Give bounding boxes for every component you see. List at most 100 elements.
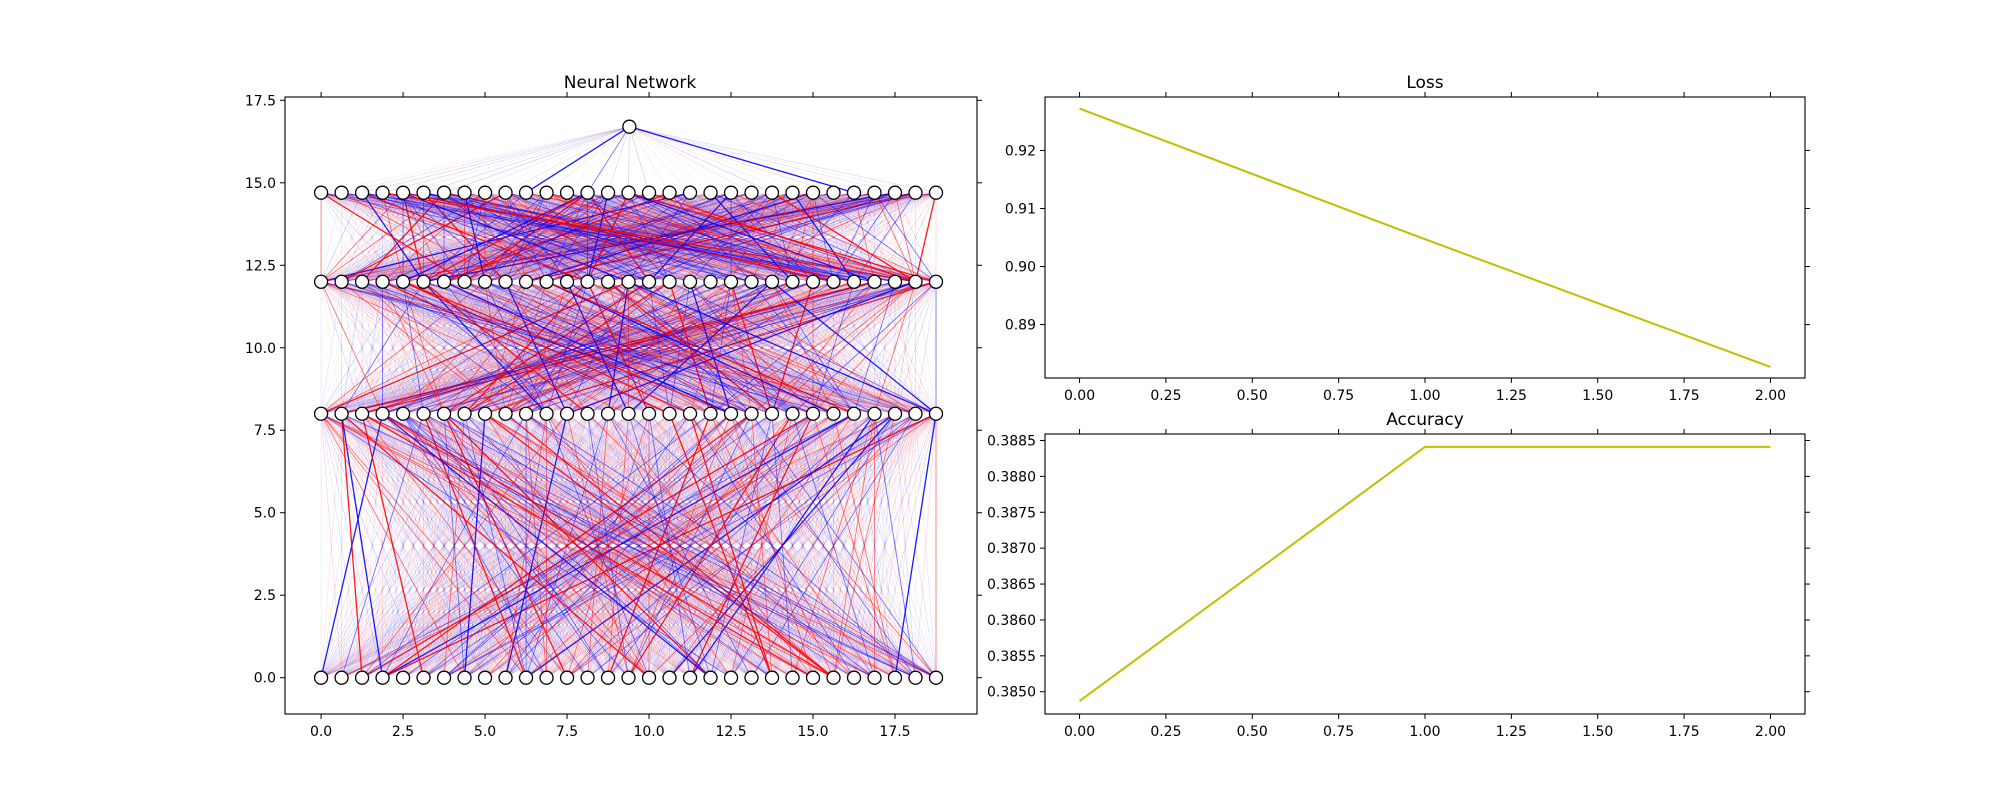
network-edge — [361, 413, 752, 678]
network-edge — [792, 413, 916, 678]
network-edge — [361, 281, 752, 415]
network-edge — [361, 281, 527, 414]
network-edge — [853, 281, 875, 414]
network-edge — [423, 281, 834, 415]
network-edge — [320, 281, 363, 414]
network-edge — [341, 281, 383, 414]
network-edge — [423, 281, 568, 414]
nn-xtick-label: 5.0 — [474, 724, 496, 740]
network-edge — [464, 281, 793, 415]
network-edge — [792, 281, 896, 414]
network-edge — [607, 413, 875, 678]
loss-title: Loss — [1406, 73, 1443, 93]
network-node — [334, 670, 349, 685]
network-edge — [402, 281, 711, 415]
network-edge — [320, 281, 527, 415]
network-edge — [382, 281, 834, 415]
network-edge — [341, 281, 445, 414]
network-edge — [320, 281, 568, 415]
network-node — [867, 185, 882, 200]
nn-xtick-label: 12.5 — [715, 724, 746, 740]
network-edge — [320, 413, 732, 679]
network-edge — [689, 281, 855, 414]
network-edge — [587, 281, 834, 415]
network-node — [457, 274, 472, 289]
network-node — [621, 185, 636, 200]
network-edge — [484, 281, 629, 414]
network-edge — [710, 413, 875, 678]
network-edge — [833, 281, 937, 414]
network-node — [477, 670, 493, 685]
network-edge — [525, 413, 937, 679]
network-node — [641, 406, 657, 421]
nn-ytick-label: 10.0 — [245, 341, 276, 357]
network-edge — [320, 281, 506, 414]
network-node — [354, 185, 370, 200]
accuracy-xtick-label: 1.50 — [1582, 724, 1613, 740]
accuracy-ytick-label: 0.3875 — [987, 505, 1036, 521]
network-edge — [505, 281, 834, 415]
network-node — [518, 185, 534, 200]
accuracy-ytick-label: 0.3860 — [987, 613, 1036, 629]
network-edge — [382, 413, 424, 678]
network-edge — [341, 413, 465, 678]
accuracy-title: Accuracy — [1386, 410, 1464, 430]
network-edge — [730, 413, 855, 678]
network-edge — [751, 413, 937, 678]
loss-xtick-label: 1.25 — [1496, 388, 1527, 404]
network-edge — [361, 413, 465, 678]
network-edge — [320, 281, 670, 415]
network-edge — [525, 281, 752, 415]
nn-ytick-label: 12.5 — [245, 258, 276, 274]
network-edges — [320, 126, 937, 679]
network-node — [744, 670, 759, 685]
network-edge — [320, 413, 937, 678]
network-edge — [874, 413, 937, 678]
network-edge — [505, 281, 855, 415]
network-edge — [341, 281, 424, 414]
network-node — [622, 119, 637, 134]
network-node — [477, 406, 493, 421]
network-edge — [751, 413, 875, 678]
network-edge — [812, 281, 855, 414]
accuracy-xtick-label: 2.00 — [1755, 724, 1786, 740]
network-node — [744, 185, 759, 200]
network-edge — [361, 281, 465, 414]
network-edge — [382, 413, 732, 678]
network-node — [580, 670, 595, 685]
network-edge — [320, 281, 793, 415]
network-edge — [320, 281, 465, 414]
network-edge — [341, 281, 670, 415]
network-edge — [812, 281, 834, 414]
network-edge — [546, 281, 568, 414]
network-edge — [423, 281, 506, 414]
network-node — [908, 185, 923, 200]
network-edge — [546, 413, 937, 678]
network-edge — [341, 413, 547, 678]
network-edge — [689, 413, 937, 678]
network-edge — [443, 281, 486, 414]
network-edge — [341, 281, 752, 415]
network-edge — [320, 281, 629, 415]
network-node — [682, 274, 698, 289]
network-edge — [566, 413, 937, 678]
network-edge — [341, 413, 465, 678]
network-edge — [648, 413, 937, 678]
network-node — [846, 670, 862, 685]
network-edge — [751, 281, 834, 414]
network-node — [662, 274, 677, 289]
network-edge — [423, 281, 691, 415]
network-edge — [710, 413, 916, 678]
network-node — [539, 670, 554, 685]
network-node — [416, 185, 431, 200]
network-node — [375, 185, 390, 200]
network-edge — [566, 281, 855, 415]
accuracy-xtick-label: 1.25 — [1496, 724, 1527, 740]
network-edge — [341, 281, 383, 414]
network-node — [785, 274, 800, 289]
network-node — [559, 406, 575, 421]
network-node — [662, 670, 677, 685]
network-edge — [382, 281, 793, 415]
network-node — [887, 406, 903, 421]
network-edge — [341, 281, 834, 415]
